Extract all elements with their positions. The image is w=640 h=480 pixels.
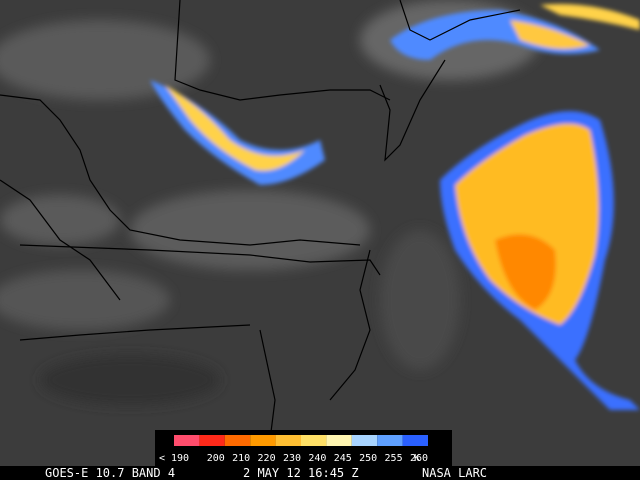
legend-label: 260 [410, 453, 428, 464]
caption-bar [0, 466, 640, 480]
legend-swatch [377, 435, 403, 446]
legend-swatch [301, 435, 327, 446]
state-borders [0, 0, 521, 441]
legend-label: 220 [258, 453, 276, 464]
legend-label: 230 [283, 453, 301, 464]
legend-label: 240 [308, 453, 326, 464]
legend-label: 210 [232, 453, 250, 464]
legend-swatch [250, 435, 276, 446]
legend-label: 255 [385, 453, 403, 464]
legend-swatch [326, 435, 352, 446]
caption-time: 2 MAY 12 16:45 Z [243, 466, 359, 480]
legend-swatch [174, 435, 200, 446]
legend-unit: K [414, 453, 420, 464]
cold-cloud-tops [150, 4, 640, 410]
caption-satellite: GOES-E 10.7 BAND 4 [45, 466, 175, 480]
caption-credit: NASA LARC [422, 466, 487, 480]
legend-label: 250 [359, 453, 377, 464]
legend-swatch [351, 435, 378, 446]
legend-swatch [199, 435, 225, 446]
legend-label: < 190 [159, 453, 189, 464]
legend-swatch [224, 435, 251, 446]
legend-label: 200 [207, 453, 225, 464]
cloud-texture [0, 0, 540, 405]
legend-label: 245 [334, 453, 352, 464]
legend-swatch [275, 435, 301, 446]
legend-swatch [402, 435, 428, 446]
